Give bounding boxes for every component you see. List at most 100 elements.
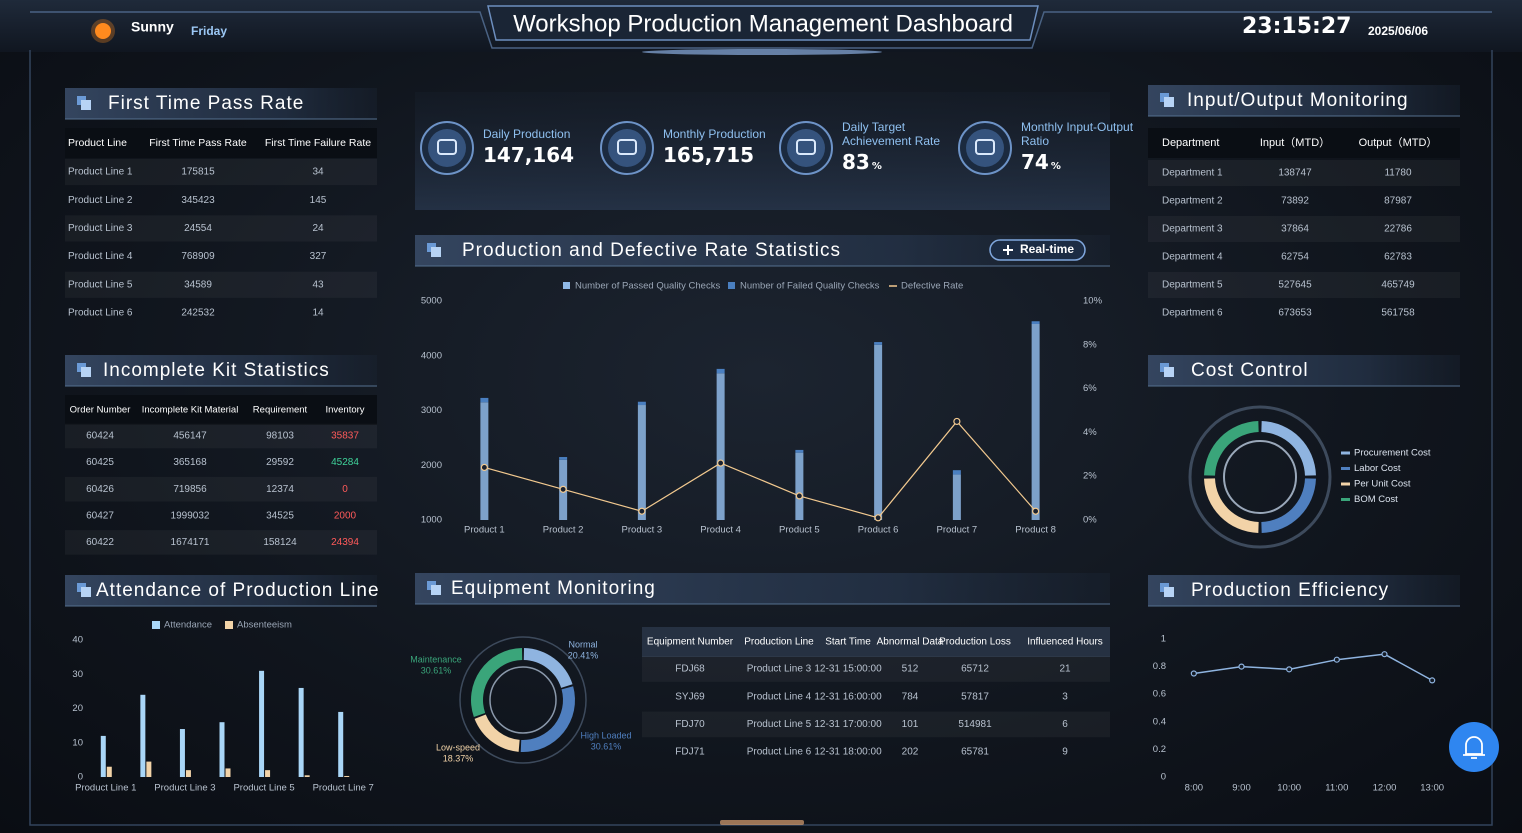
table-cell: Product Line 3: [747, 664, 812, 675]
kpi-unit: %: [871, 161, 882, 172]
x-tick-label: Product Line 7: [313, 783, 374, 794]
y-tick-label: 4000: [421, 350, 442, 361]
table-header-bg: [1148, 128, 1460, 158]
table-cell: 784: [902, 691, 919, 702]
legend-marker: [152, 621, 160, 629]
panel-icon: [81, 367, 91, 377]
table-cell: Product Line 6: [747, 747, 812, 758]
failed-bar: [480, 397, 489, 403]
column-header: Start Time: [825, 637, 871, 648]
table-cell: 158124: [263, 537, 297, 548]
kpi-icon: [428, 129, 466, 167]
table-cell: 62783: [1384, 252, 1412, 263]
table-cell: Department 2: [1162, 196, 1223, 207]
bar: [179, 729, 185, 777]
panel-title: Attendance of Production Line: [96, 580, 380, 601]
donut-slice: [1261, 421, 1316, 476]
table-cell: 87987: [1384, 196, 1412, 207]
x-tick-label: Product 7: [937, 525, 978, 536]
y-tick-label: 30: [72, 669, 83, 680]
alarm-button[interactable]: [1449, 722, 1499, 772]
kpi-number: 147,164: [483, 143, 575, 167]
table-cell: 37864: [1281, 224, 1309, 235]
bar: [219, 722, 225, 777]
y2-tick-label: 4%: [1083, 427, 1097, 438]
table-cell: 35837: [331, 431, 359, 442]
bar: [225, 768, 231, 777]
table-cell: 34525: [266, 510, 294, 521]
bar: [304, 775, 310, 777]
kpi-icon-glyph: [617, 139, 637, 155]
column-header: Influenced Hours: [1027, 637, 1103, 648]
kpi-value: 83%: [842, 150, 960, 174]
y-tick-label: 5000: [421, 296, 442, 307]
y-tick-label: 10: [72, 737, 83, 748]
table-cell: 768909: [181, 251, 215, 262]
efficiency-point: [1333, 656, 1340, 663]
donut-slice: [1261, 478, 1316, 533]
table-cell: 242532: [181, 308, 215, 319]
table-cell: Department 4: [1162, 252, 1223, 263]
table-cell: 2000: [334, 510, 357, 521]
kpi-icon: [608, 129, 646, 167]
panel-icon: [1164, 97, 1174, 107]
bar: [185, 770, 191, 777]
panel-icon: [81, 100, 91, 110]
table-cell: 98103: [266, 431, 294, 442]
table-cell: 1999032: [171, 510, 210, 521]
y-tick-label: 0.8: [1153, 661, 1166, 672]
column-header: First Time Failure Rate: [265, 137, 371, 149]
table-cell: 14: [312, 308, 324, 319]
column-header: Production Line: [744, 637, 814, 648]
table-cell: 73892: [1281, 196, 1309, 207]
passed-bar: [637, 405, 646, 520]
slice-value: 18.37%: [443, 753, 474, 763]
legend-marker: [563, 282, 570, 289]
kpi-label: Monthly Input-Output Ratio: [1021, 120, 1134, 148]
table-cell: 34589: [184, 279, 212, 290]
legend-marker: [728, 282, 735, 289]
table-cell: 202: [902, 747, 919, 758]
kpi-icon-glyph: [796, 139, 816, 155]
x-tick-label: Product Line 1: [75, 783, 136, 794]
y2-tick-label: 10%: [1083, 296, 1103, 307]
panel-icon: [1164, 587, 1174, 597]
failed-bar: [1031, 321, 1040, 324]
panel-title: Production Efficiency: [1191, 580, 1389, 601]
y-tick-label: 40: [72, 635, 83, 646]
column-header: Product Line: [68, 137, 127, 149]
legend-label: Attendance: [164, 620, 212, 631]
legend-label: Defective Rate: [901, 281, 963, 292]
bottom-accent: [720, 820, 804, 825]
kpi: Monthly Input-Output Ratio 74%: [1021, 118, 1139, 176]
table-cell: 60425: [86, 457, 114, 468]
weekday: Friday: [191, 24, 227, 38]
table-cell: 512: [902, 664, 919, 675]
column-header: Equipment Number: [647, 637, 734, 648]
alarm-icon[interactable]: [1463, 736, 1485, 759]
clock: 23:15:27: [1242, 14, 1351, 39]
y2-tick-label: 8%: [1083, 339, 1097, 350]
panel-title-bg: [1148, 575, 1460, 606]
table-cell: 6: [1062, 719, 1068, 730]
panel-title-bg: [65, 575, 377, 606]
donut-slice: [523, 648, 573, 688]
x-tick-label: 13:00: [1420, 783, 1444, 794]
y-tick-label: 0.2: [1153, 744, 1166, 755]
defective-rate-point: [953, 417, 961, 426]
kpi-number: 165,715: [663, 143, 755, 167]
legend-label: Labor Cost: [1354, 463, 1401, 474]
table-cell: Product Line 6: [68, 308, 133, 319]
legend-label: Number of Passed Quality Checks: [575, 281, 720, 292]
column-header: Abnormal Data: [877, 637, 944, 648]
table-header-bg: [642, 627, 1110, 657]
kpi-label: Monthly Production: [663, 127, 766, 141]
kpi-number: 74: [1021, 150, 1049, 174]
bar: [259, 670, 265, 777]
table-row-bg: [642, 711, 1110, 738]
defective-rate-point: [717, 459, 725, 467]
bar: [344, 775, 350, 777]
column-header: Input（MTD）: [1260, 136, 1330, 149]
table-cell: 0: [342, 484, 348, 495]
